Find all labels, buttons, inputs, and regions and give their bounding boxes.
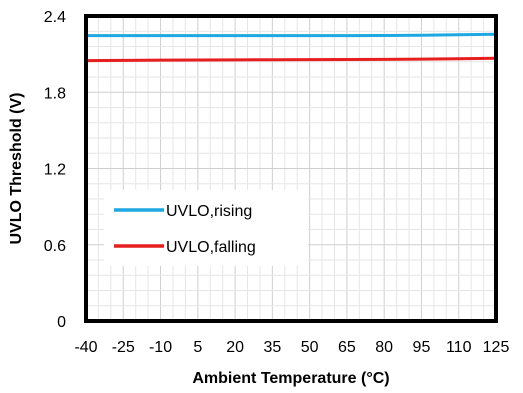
y-tick-label: 1.2 bbox=[44, 162, 66, 179]
y-tick-label: 1.8 bbox=[44, 85, 66, 102]
legend-entry: UVLO,rising bbox=[166, 203, 252, 220]
y-tick-label: 0.6 bbox=[44, 238, 66, 255]
y-tick-label: 0 bbox=[57, 314, 66, 331]
y-axis-label: UVLO Threshold (V) bbox=[8, 93, 25, 245]
x-tick-label: 35 bbox=[263, 339, 281, 356]
series-line-falling bbox=[85, 56, 497, 63]
series-lines bbox=[85, 32, 497, 63]
series-line-rising bbox=[86, 32, 497, 38]
x-tick-label: 95 bbox=[413, 339, 431, 356]
x-tick-label: -25 bbox=[112, 339, 135, 356]
x-tick-label: 80 bbox=[375, 339, 393, 356]
legend-entry: UVLO,falling bbox=[166, 239, 256, 256]
x-axis-label: Ambient Temperature (°C) bbox=[192, 370, 389, 387]
x-tick-label: 125 bbox=[483, 339, 510, 356]
x-tick-label: 50 bbox=[301, 339, 319, 356]
x-tick-label: 20 bbox=[226, 339, 244, 356]
x-tick-labels: -40 -25 -10 5 20 35 50 65 80 95 110 125 bbox=[74, 339, 509, 356]
x-tick-label: 110 bbox=[446, 339, 472, 356]
legend: UVLO,rising UVLO,falling bbox=[114, 203, 256, 256]
plot-frame bbox=[84, 14, 498, 323]
x-tick-label: -40 bbox=[74, 339, 97, 356]
legend-box bbox=[104, 190, 308, 266]
grid bbox=[86, 16, 496, 321]
x-tick-label: 65 bbox=[338, 339, 356, 356]
y-tick-labels: 0 0.6 1.2 1.8 2.4 bbox=[44, 9, 66, 331]
x-tick-label: 5 bbox=[193, 339, 202, 356]
y-tick-label: 2.4 bbox=[44, 9, 66, 26]
x-tick-label: -10 bbox=[149, 339, 172, 356]
